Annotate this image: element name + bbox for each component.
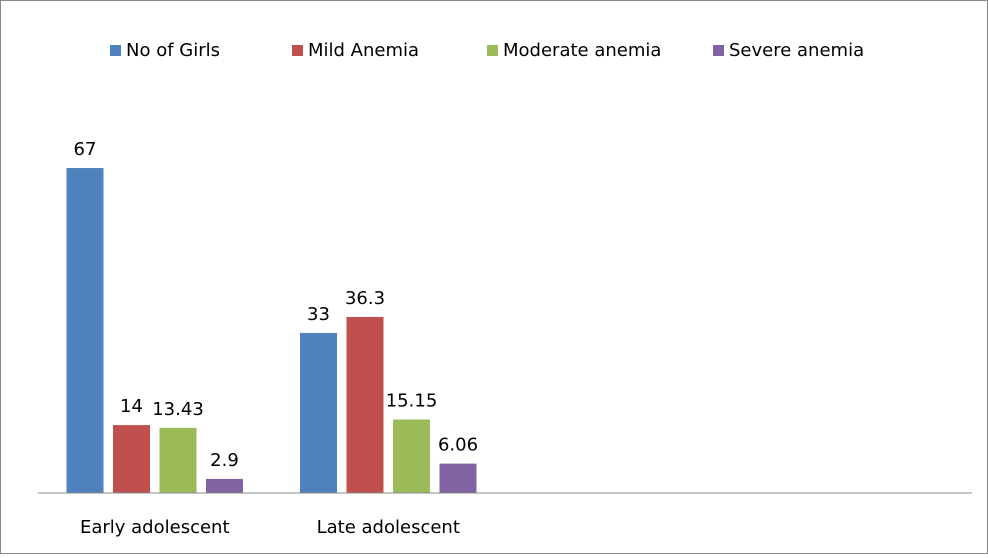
- data-label: 15.15: [386, 391, 438, 412]
- bar: [300, 332, 337, 493]
- bar: [346, 316, 384, 493]
- x-tick-label: Early adolescent: [80, 517, 230, 538]
- data-label: 6.06: [438, 435, 478, 456]
- legend-swatch: [292, 45, 303, 56]
- bar: [159, 427, 197, 493]
- legend-label: No of Girls: [126, 40, 220, 61]
- bar: [393, 419, 430, 493]
- legend-label: Mild Anemia: [308, 40, 419, 61]
- legend-swatch: [487, 45, 498, 56]
- data-label: 33: [307, 304, 330, 325]
- bar: [113, 425, 150, 493]
- data-label: 14: [120, 396, 143, 417]
- data-label: 67: [74, 139, 97, 160]
- legend-label: Moderate anemia: [503, 40, 661, 61]
- bar: [439, 463, 477, 493]
- legend-swatch: [110, 45, 121, 56]
- bar: [206, 478, 243, 493]
- data-label: 36.3: [345, 288, 385, 309]
- x-tick-label: Late adolescent: [317, 517, 460, 538]
- data-label: 2.9: [210, 450, 239, 471]
- bar: [66, 168, 104, 494]
- legend-swatch: [713, 45, 724, 56]
- legend-label: Severe anemia: [729, 40, 864, 61]
- data-label: 13.43: [152, 399, 204, 420]
